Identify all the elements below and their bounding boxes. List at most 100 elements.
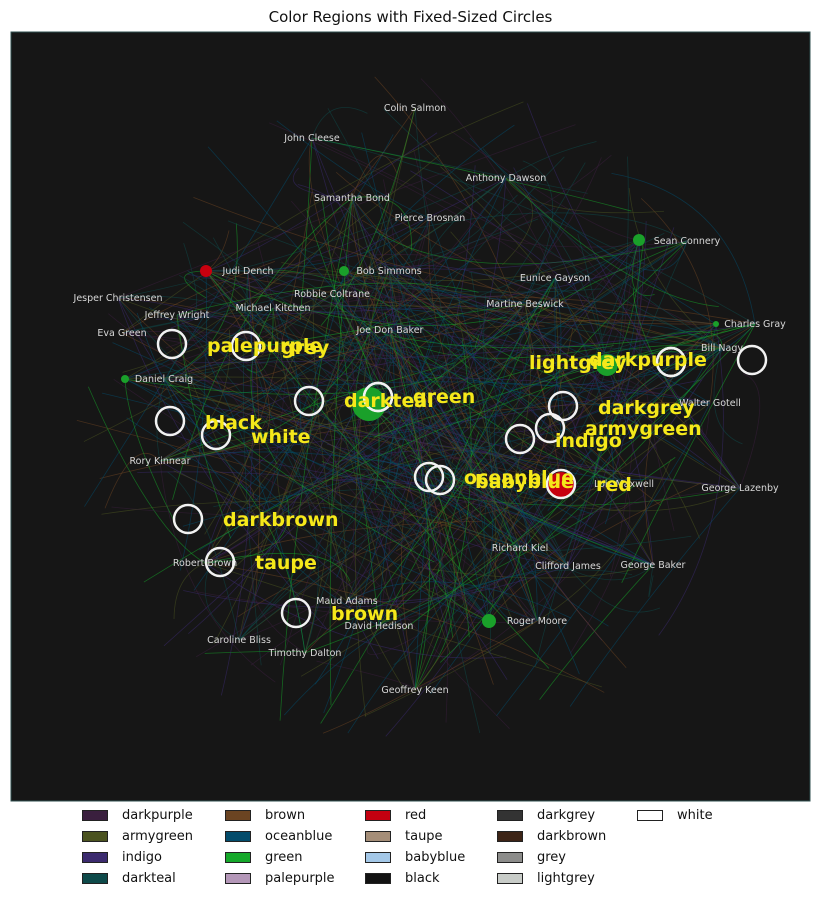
legend-item: green (225, 847, 335, 868)
network-edge (443, 239, 640, 642)
legend-swatch (365, 873, 391, 884)
network-edge (351, 196, 412, 251)
legend-label: armygreen (122, 829, 193, 844)
network-edge (513, 167, 654, 566)
network-edge (466, 347, 723, 619)
point-label: indigo (555, 430, 622, 452)
network-edge (205, 132, 438, 272)
network-edge (265, 177, 507, 334)
network-edge (449, 293, 741, 489)
network-node-label: Pierce Brosnan (395, 213, 466, 224)
network-edge (205, 270, 550, 669)
network-edge (163, 303, 526, 647)
network-edge (488, 333, 619, 622)
marker-circle (362, 381, 394, 413)
legend-label: darkpurple (122, 808, 193, 823)
network-edge (343, 270, 475, 342)
network-edge (205, 270, 350, 351)
network-edge (535, 240, 688, 667)
legend-item: taupe (365, 826, 465, 847)
network-edge (428, 217, 469, 430)
network-node-label: George Lazenby (701, 483, 779, 494)
network-edge (173, 470, 490, 622)
network-edge (414, 483, 432, 691)
network-edge (567, 227, 675, 567)
network-node-label: Jesper Christensen (73, 293, 163, 304)
network-edge (611, 173, 756, 325)
network-edge (411, 212, 688, 242)
network-edge (272, 307, 592, 373)
network-node-label: Robbie Coltrane (294, 289, 370, 300)
network-edge (606, 364, 700, 539)
network-edge (276, 120, 431, 219)
network-edge (488, 274, 741, 489)
network-edge (227, 220, 723, 349)
network-edge (87, 386, 206, 564)
marker-circle (545, 468, 577, 500)
point-label: taupe (255, 552, 317, 574)
network-node-label: Bob Simmons (356, 266, 421, 277)
network-edge (640, 198, 714, 404)
network-edge (124, 312, 226, 380)
network-edge (713, 347, 743, 445)
network-edge (474, 239, 640, 533)
legend-item: darkpurple (82, 805, 193, 826)
network-edge (577, 233, 608, 366)
network-node-label: Sean Connery (654, 236, 721, 247)
network-node (121, 375, 129, 383)
network-edge (354, 107, 416, 717)
network-edge (276, 270, 390, 520)
network-edge (479, 303, 532, 585)
network-edge (117, 297, 318, 365)
network-edge (346, 581, 572, 619)
network-edge (701, 402, 711, 438)
network-edge (443, 471, 654, 566)
network-edge (505, 177, 693, 436)
marker-circle (200, 419, 232, 451)
network-edge (351, 197, 463, 460)
network-edge (314, 303, 526, 643)
legend-item: oceanblue (225, 826, 335, 847)
network-edge (124, 154, 440, 380)
network-node-label: Clifford James (535, 561, 601, 572)
network-edge (184, 270, 207, 299)
network-node-label: Eunice Gayson (520, 273, 590, 284)
network-edge (343, 270, 564, 448)
network-edge (354, 467, 625, 485)
marker-circle (424, 464, 456, 496)
network-edge (247, 270, 478, 442)
network-node-label: Michael Kitchen (235, 303, 310, 314)
network-node-label: Bill Nagy (701, 343, 743, 354)
network-edge (364, 491, 416, 691)
network-edge (205, 270, 545, 327)
network-edge (304, 426, 344, 654)
marker-circle (413, 461, 445, 493)
network-edge (569, 487, 741, 707)
network-edge (388, 194, 518, 272)
legend-item: grey (497, 847, 606, 868)
network-edge (411, 347, 723, 386)
network-edge (483, 323, 717, 424)
network-edge (204, 405, 371, 564)
network-nodes (121, 234, 719, 628)
point-label: palepurple (207, 335, 322, 357)
legend-swatch (82, 810, 108, 821)
network-edge (238, 327, 731, 641)
network-edge (427, 562, 490, 622)
network-node (548, 472, 574, 498)
network-edge (322, 620, 538, 734)
network-edge (167, 471, 240, 641)
network-node-label: Martine Beswick (486, 299, 564, 310)
network-edge (238, 358, 288, 641)
marker-circle (204, 546, 236, 578)
network-edge (159, 361, 397, 462)
network-node-label: Timothy Dalton (268, 648, 342, 659)
legend-column: white (637, 805, 713, 826)
network-node (633, 234, 645, 246)
network-edge (361, 132, 490, 622)
network-edge (393, 484, 562, 666)
network-edge (246, 270, 348, 559)
network-edge (204, 197, 353, 535)
network-edge (482, 234, 688, 248)
